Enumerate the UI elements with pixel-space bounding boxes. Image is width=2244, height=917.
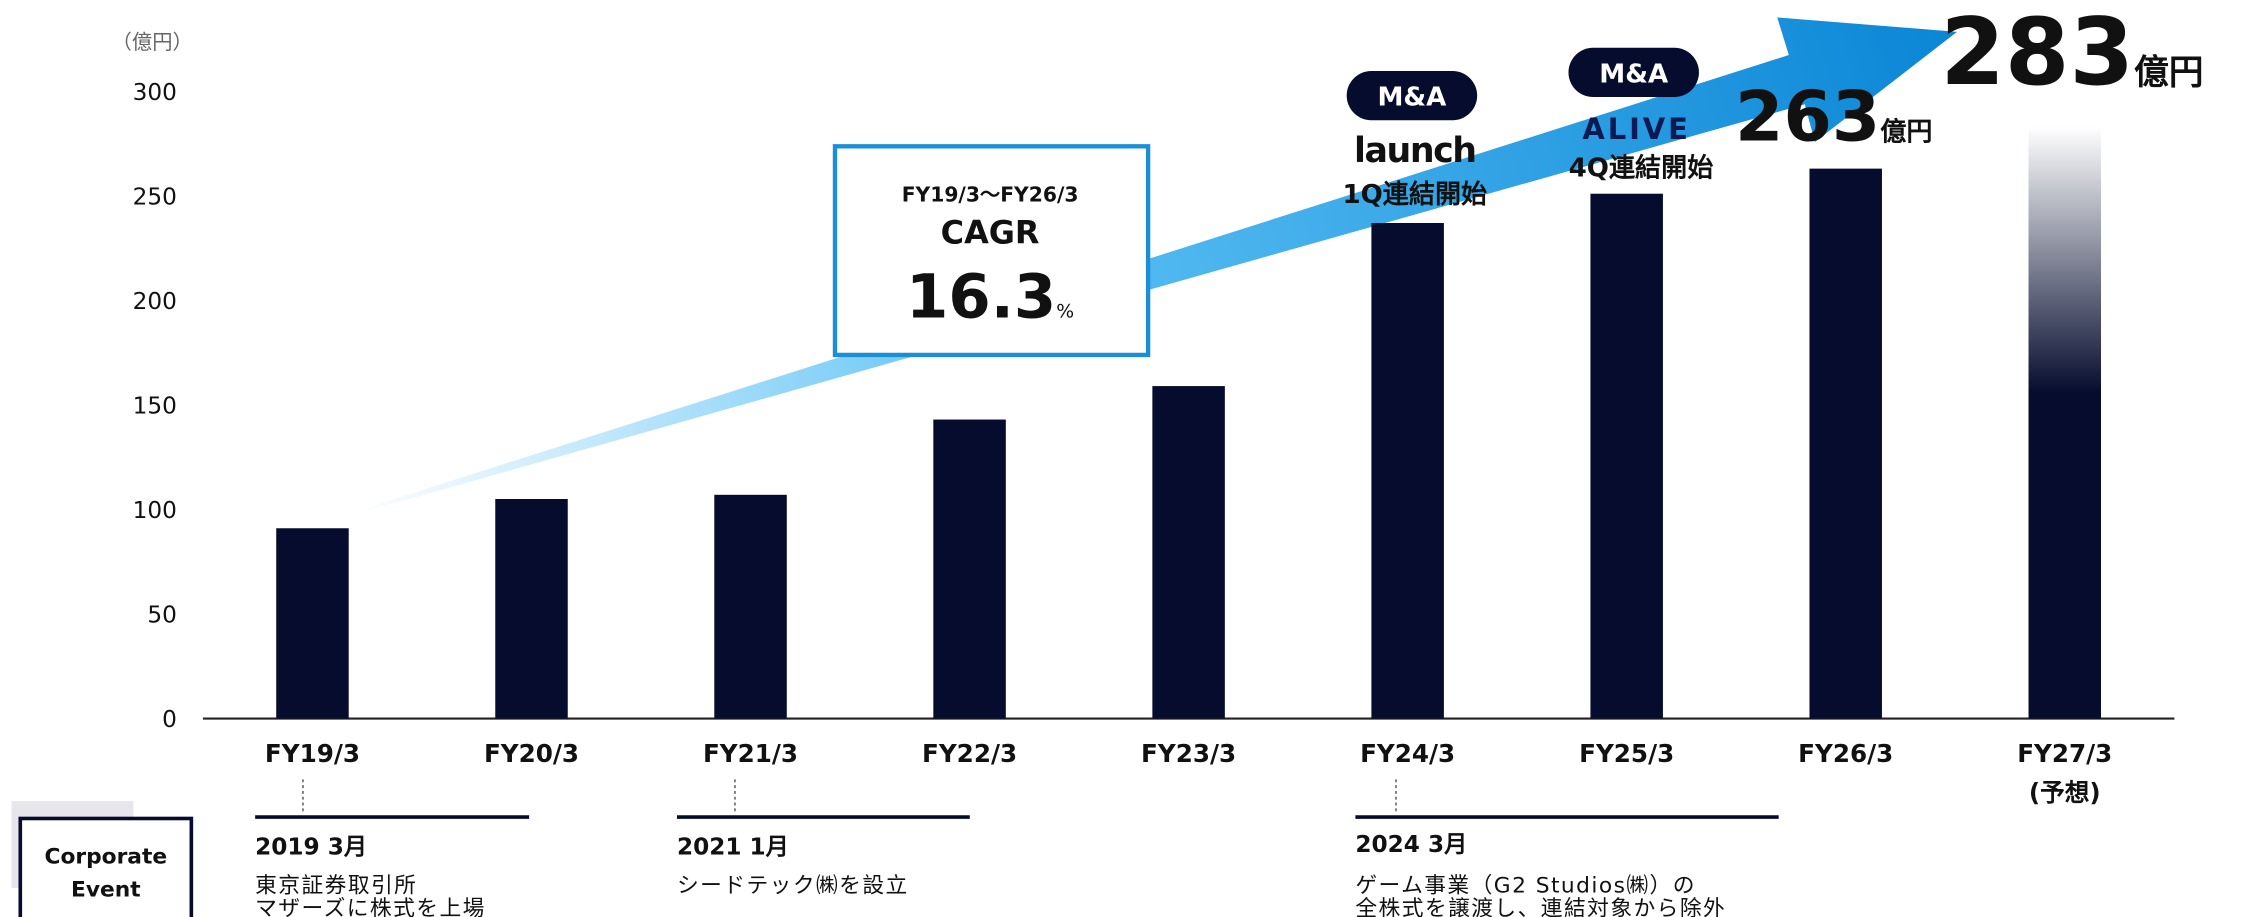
y-tick-label: 300 — [133, 79, 177, 106]
event-date: 2021 1月 — [677, 834, 789, 861]
y-tick-label: 50 — [147, 602, 177, 629]
x-tick-label: FY19/3 — [265, 739, 360, 768]
bar — [1152, 386, 1225, 719]
cagr-frame — [832, 144, 1151, 358]
label-box — [18, 816, 194, 917]
cagr-period: FY19/3～FY26/3 — [902, 182, 1079, 206]
bar — [495, 498, 568, 719]
event-text: 全株式を譲渡し、連結対象から除外 — [1355, 897, 1726, 917]
value-label-group: 263億円 — [1735, 77, 1932, 158]
logo: launch — [1354, 131, 1476, 171]
event-date: 2019 3月 — [255, 834, 367, 861]
annotation-text: 4Q連結開始 — [1569, 153, 1714, 184]
logo: ALIVE — [1582, 112, 1690, 146]
value-unit: 億円 — [2134, 53, 2204, 93]
badge-text: M&A — [1599, 60, 1669, 90]
bar — [1590, 193, 1663, 719]
x-tick-label: FY23/3 — [1141, 739, 1236, 768]
cagr-unit: % — [1056, 301, 1074, 322]
corporate-event: Corporate Event — [11, 801, 194, 917]
event-text: ゲーム事業（G2 Studios㈱）の — [1355, 873, 1696, 898]
bar — [1809, 168, 1882, 719]
event-label: Corporate — [45, 844, 168, 869]
x-tick-label: FY22/3 — [922, 739, 1017, 768]
forecast-note: (予想) — [2029, 778, 2101, 807]
growth-arrow — [355, 17, 1957, 515]
y-tick-label: 100 — [133, 497, 177, 524]
x-tick-label: FY24/3 — [1360, 739, 1455, 768]
cagr-value-text: 16.3% — [906, 262, 1074, 332]
bar — [1371, 222, 1444, 719]
event-text: シードテック㈱を設立 — [677, 873, 909, 898]
annotation: M&A launch 1Q連結開始 M&A ALIVE 4Q連結開始 — [1342, 47, 1714, 210]
x-tick-label: FY21/3 — [703, 739, 798, 768]
event-text: 東京証券取引所 — [255, 873, 417, 898]
bar — [276, 528, 349, 719]
value-label: 283 — [1940, 0, 2134, 106]
badge — [1568, 47, 1699, 98]
y-tick-label: 0 — [162, 706, 177, 733]
x-tick-label: FY25/3 — [1579, 739, 1674, 768]
x-tick-label: FY27/3 — [2017, 739, 2112, 768]
cagr-value: 16.3 — [906, 262, 1056, 332]
event-date: 2024 3月 — [1355, 831, 1467, 858]
y-unit: （億円） — [112, 30, 193, 54]
bar — [714, 494, 787, 719]
value-label-group: 283億円 — [1940, 0, 2203, 106]
badge-text: M&A — [1377, 83, 1447, 113]
value-unit: 億円 — [1880, 118, 1932, 148]
badge — [1346, 70, 1478, 121]
y-tick-label: 250 — [133, 184, 177, 211]
y-tick-label: 150 — [133, 393, 177, 420]
cagr-label: CAGR — [941, 213, 1040, 251]
x-tick-label: FY26/3 — [1798, 739, 1893, 768]
event-text: マザーズに株式を上場 — [255, 897, 486, 917]
y-tick-label: 200 — [133, 288, 177, 315]
cagr-box: FY19/3～FY26/3 CAGR 16.3% — [832, 144, 1151, 358]
value-label: 263 — [1735, 77, 1880, 158]
bar — [2028, 126, 2101, 719]
bar — [933, 419, 1006, 719]
annotation-text: 1Q連結開始 — [1342, 179, 1487, 210]
x-tick-label: FY20/3 — [484, 739, 579, 768]
event-label: Event — [71, 878, 141, 903]
